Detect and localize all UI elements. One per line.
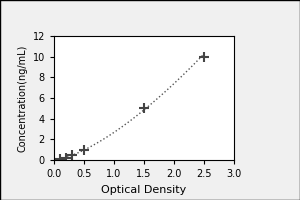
Y-axis label: Concentration(ng/mL): Concentration(ng/mL) — [17, 44, 27, 152]
X-axis label: Optical Density: Optical Density — [101, 185, 187, 195]
